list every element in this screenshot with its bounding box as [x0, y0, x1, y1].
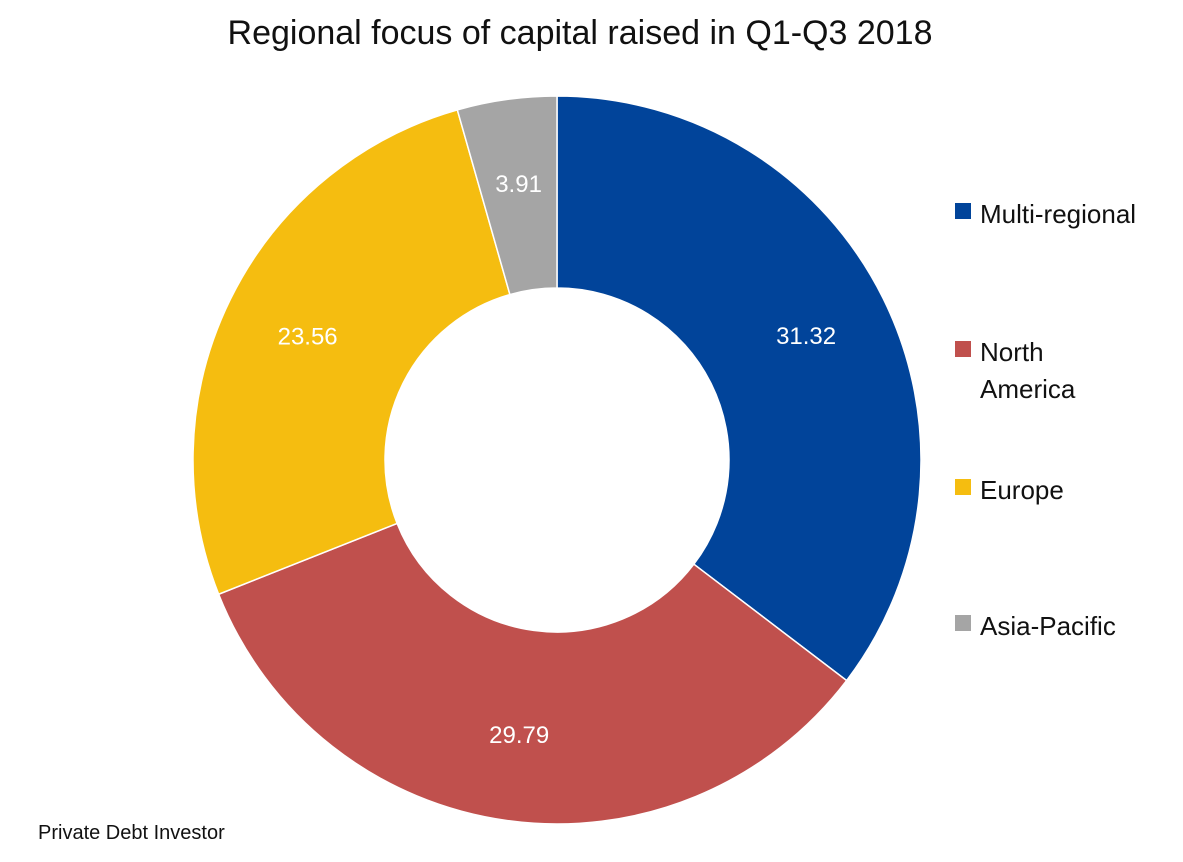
- slice-label-europe: 23.56: [278, 324, 338, 351]
- slice-north-america: [217, 522, 848, 825]
- legend-item-europe: Europe: [955, 472, 1160, 509]
- slice-label-north-america: 29.79: [489, 722, 549, 749]
- legend-swatch: [955, 341, 971, 357]
- legend-swatch: [955, 615, 971, 631]
- slice-asia-pacific: [456, 95, 558, 296]
- slice-multi-regional: [556, 95, 922, 682]
- source-note: Private Debt Investor: [38, 822, 225, 844]
- legend-label: North America: [980, 337, 1076, 404]
- legend-item-multi-regional: Multi-regional: [955, 196, 1160, 233]
- slice-label-multi-regional: 31.32: [776, 323, 836, 350]
- donut-chart: 31.32 29.79 23.56 3.91: [192, 95, 922, 825]
- legend-item-north-america: North America: [955, 334, 1100, 408]
- slice-label-asia-pacific: 3.91: [495, 171, 542, 198]
- legend-swatch: [955, 203, 971, 219]
- legend-item-asia-pacific: Asia-Pacific: [955, 608, 1160, 645]
- chart-title: Regional focus of capital raised in Q1-Q…: [227, 14, 933, 52]
- legend-label: Europe: [980, 475, 1064, 505]
- legend-label: Multi-regional: [980, 199, 1137, 229]
- legend-swatch: [955, 479, 971, 495]
- legend-label: Asia-Pacific: [980, 611, 1116, 641]
- slice-europe: [192, 108, 511, 596]
